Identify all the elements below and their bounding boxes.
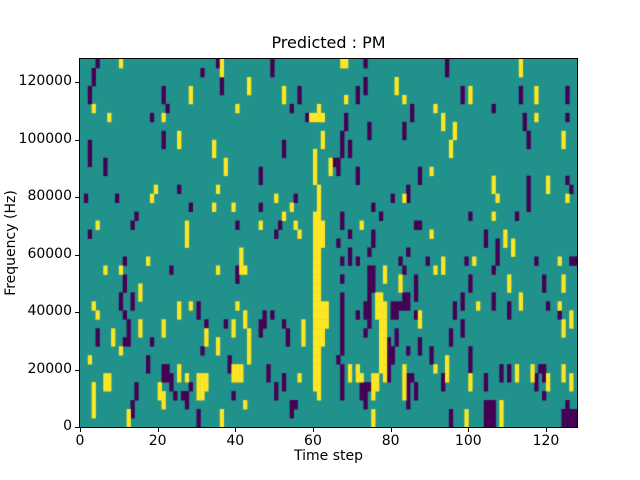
x-tick-mark — [80, 428, 81, 432]
y-tick-label: 0 — [63, 418, 72, 434]
plot-area — [79, 58, 578, 428]
x-tick-mark — [157, 428, 159, 432]
heatmap-canvas — [80, 59, 577, 427]
y-tick-mark — [75, 312, 79, 313]
x-axis-label: Time step — [294, 448, 363, 464]
x-tick-label: 20 — [148, 433, 167, 449]
x-tick-mark — [545, 428, 547, 432]
x-tick-label: 60 — [304, 433, 322, 449]
x-tick-mark — [468, 428, 470, 432]
x-tick-mark — [312, 428, 314, 432]
y-tick-label: 40000 — [27, 303, 72, 319]
x-tick-label: 80 — [381, 433, 400, 449]
y-tick-label: 20000 — [27, 360, 72, 377]
y-tick-mark — [75, 82, 79, 83]
chart-title: Predicted : PM — [271, 33, 386, 52]
x-tick-label: 0 — [75, 433, 85, 449]
x-tick-label: 100 — [454, 433, 482, 449]
y-tick-mark — [75, 369, 79, 371]
y-tick-label: 100000 — [18, 130, 72, 147]
y-tick-label: 60000 — [27, 245, 72, 262]
y-tick-label: 80000 — [27, 188, 72, 204]
y-tick-label: 120000 — [18, 73, 72, 89]
x-tick-label: 120 — [532, 433, 560, 449]
y-tick-mark — [75, 427, 79, 428]
y-tick-mark — [75, 197, 79, 198]
x-tick-label: 40 — [226, 433, 245, 449]
x-tick-mark — [390, 428, 392, 432]
y-tick-mark — [75, 254, 79, 256]
x-tick-mark — [235, 428, 237, 432]
y-tick-mark — [75, 139, 79, 141]
